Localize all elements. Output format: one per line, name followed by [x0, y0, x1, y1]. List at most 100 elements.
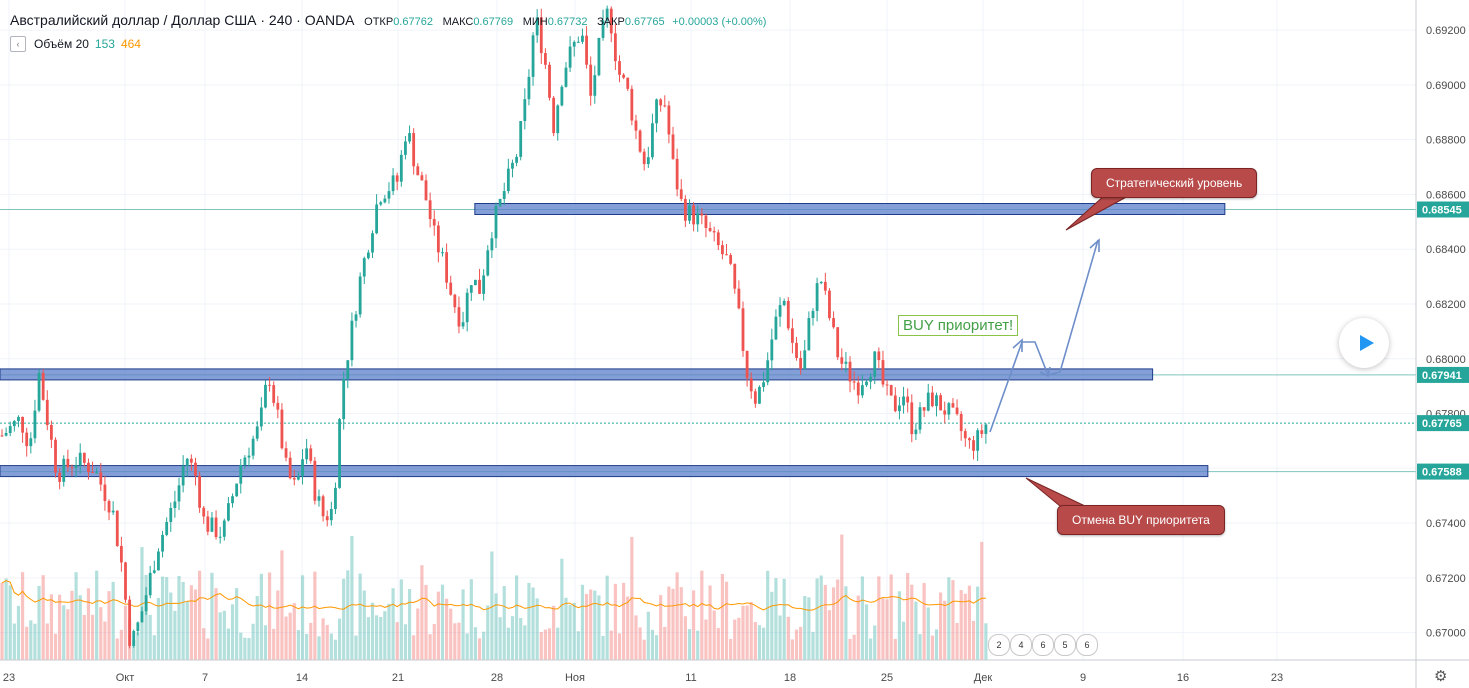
candle-body: [539, 17, 543, 54]
volume-bar: [86, 588, 91, 660]
candle-body: [766, 360, 770, 383]
volume-bar: [663, 626, 667, 660]
event-marker[interactable]: 6: [1032, 634, 1054, 656]
candle-body: [313, 460, 317, 501]
volume-bar: [700, 570, 704, 660]
time-tick-label: Окт: [116, 672, 135, 684]
volume-value-1: 153: [94, 37, 115, 51]
chart-grid: [0, 0, 1416, 660]
strategic-level-callout[interactable]: Стратегический уровень: [1091, 168, 1258, 198]
volume-bar: [173, 610, 177, 660]
candle-body: [782, 300, 786, 306]
candle-body: [589, 64, 593, 96]
volume-bar: [181, 581, 185, 660]
candle-body: [206, 516, 210, 532]
volume-bar: [193, 589, 198, 660]
volume-bar: [910, 584, 914, 660]
volume-bar: [362, 590, 366, 660]
candle-body: [502, 191, 506, 199]
candle-body: [914, 429, 918, 435]
candle-body: [152, 570, 156, 573]
volume-bar: [527, 582, 531, 660]
volume-bar: [914, 601, 918, 660]
collapse-icon[interactable]: ‹: [10, 36, 26, 52]
volume-bar: [552, 605, 556, 660]
candle-body: [350, 320, 354, 361]
cancel-buy-callout[interactable]: Отмена BUY приоритета: [1057, 505, 1225, 535]
time-tick-label: 28: [491, 672, 503, 684]
close-value: 0.67765: [624, 16, 665, 28]
candle-body: [329, 508, 333, 521]
event-marker[interactable]: 6: [1076, 634, 1098, 656]
candle-body: [391, 175, 395, 192]
volume-bar: [169, 592, 173, 660]
candle-body: [214, 517, 218, 538]
volume-bar: [543, 629, 547, 660]
candle-body: [280, 409, 284, 449]
candle-body: [210, 517, 214, 532]
volume-bar: [243, 637, 247, 660]
candle-body: [45, 399, 49, 426]
candle-body: [177, 485, 181, 502]
candle-body: [910, 402, 914, 435]
candle-body: [227, 503, 230, 521]
volume-bar: [967, 585, 972, 660]
buy-priority-label[interactable]: BUY приоритет!: [898, 315, 1019, 336]
candle-body: [416, 166, 420, 176]
volume-bar: [370, 602, 375, 660]
candle-body: [939, 395, 942, 411]
volume-bar: [564, 597, 568, 660]
volume-bar: [160, 576, 165, 660]
candle-body: [243, 457, 247, 465]
candle-body: [918, 407, 922, 430]
volume-bar: [778, 615, 782, 660]
event-marker[interactable]: 2: [988, 634, 1010, 656]
time-axis: 23 Окт 7 14 21 28 Ноя 11 18 25 Дек 9 16 23: [3, 672, 1283, 684]
candle-body: [716, 232, 720, 246]
volume-bar: [539, 631, 543, 660]
volume-bar: [827, 610, 832, 660]
candle-body: [494, 205, 498, 239]
volume-bar: [436, 591, 440, 660]
event-marker[interactable]: 4: [1010, 634, 1032, 656]
candle-body: [593, 75, 597, 96]
candle-body: [169, 508, 173, 522]
price-label: 0.67941: [1422, 370, 1462, 382]
candle-body: [770, 339, 774, 361]
candle-body: [799, 357, 803, 369]
volume-bar: [292, 603, 296, 660]
volume-bar: [276, 590, 280, 660]
candle-body: [544, 53, 547, 65]
candle-body: [811, 310, 815, 319]
volume-bar: [152, 635, 156, 660]
candle-body: [321, 496, 325, 517]
candle-body: [288, 457, 292, 479]
candle-body: [428, 200, 432, 220]
volume-bar: [671, 588, 675, 660]
candle-body: [597, 37, 601, 76]
candle-body: [412, 133, 416, 167]
event-marker[interactable]: 5: [1054, 634, 1076, 656]
candle-body: [609, 8, 613, 34]
candle-body: [758, 386, 761, 404]
volume-bar: [33, 623, 37, 660]
play-button[interactable]: [1339, 318, 1389, 368]
candle-body: [157, 551, 160, 571]
candle-body: [646, 157, 650, 165]
candle-body: [836, 327, 840, 358]
price-tick-label: 0.67400: [1426, 518, 1466, 530]
candle-body: [947, 403, 951, 415]
candle-body: [704, 215, 708, 228]
gear-icon[interactable]: ⚙: [1434, 668, 1448, 685]
volume-bar: [626, 596, 630, 660]
time-tick-label: 23: [1271, 672, 1283, 684]
candle-body: [218, 536, 222, 538]
candle-body: [115, 510, 119, 546]
volume-bar: [333, 639, 338, 660]
open-value: 0.67762: [393, 16, 433, 28]
volume-bar: [523, 625, 527, 660]
volume-bar: [506, 627, 510, 660]
candle-body: [791, 328, 794, 343]
